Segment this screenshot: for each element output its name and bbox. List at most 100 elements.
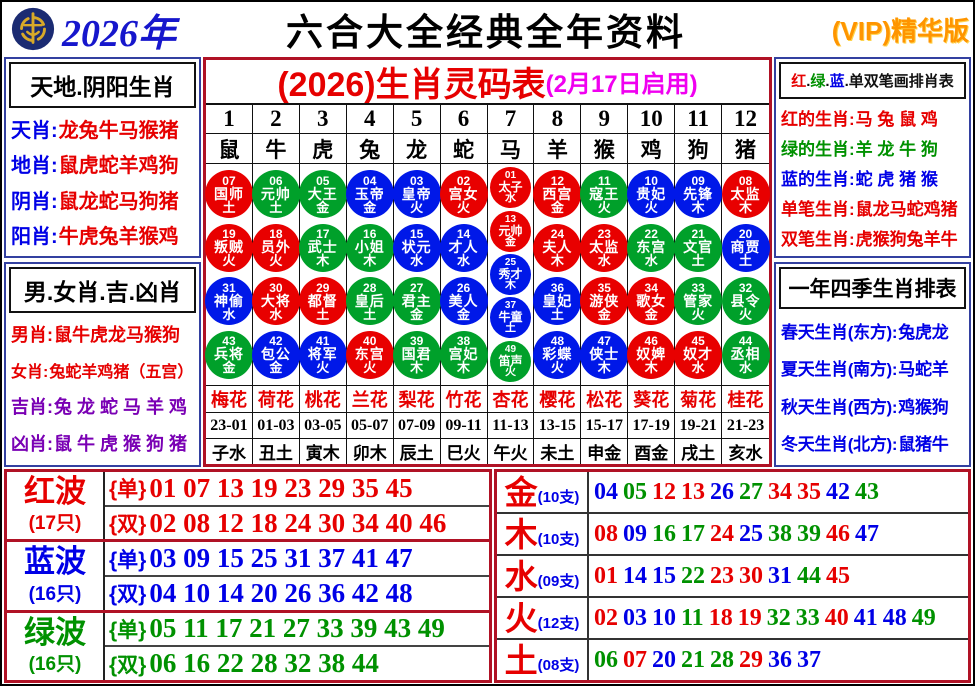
column-zodiac-cell: 猴 — [581, 134, 628, 164]
zodiac-number-ball: 38 宫妃木 — [439, 330, 488, 379]
element-label: 金 (10支) — [497, 472, 589, 512]
color-strokes-value: 蛇 虎 猪 猴 — [855, 169, 938, 189]
ball-element: 火 — [410, 199, 424, 215]
zodiac-number-ball: 12 西宫金 — [533, 170, 582, 219]
column-balls-cell: 11 寇王火 23 太监水 35 游侠金 47 侠士木 — [580, 164, 629, 386]
ball-number: 33 — [691, 280, 705, 295]
wave-row: {单} 01 07 13 19 23 29 35 45 — [105, 472, 489, 507]
title-segment: 绿 — [810, 73, 826, 90]
element-number: 22 — [681, 562, 705, 589]
element-name: 金 — [504, 473, 538, 511]
ball-element: 水 — [597, 253, 611, 269]
tiandi-label: 阴肖: — [11, 190, 58, 213]
column-number-cell: 2 — [252, 105, 299, 134]
four-seasons-row: 秋天生肖(西方):鸡猴狗 — [781, 393, 964, 418]
nannu-label: 男肖: — [11, 325, 53, 346]
ball-element: 土 — [363, 306, 377, 322]
wave-row: {单} 05 11 17 21 27 33 39 43 49 — [105, 613, 489, 648]
ball-title: 国师 — [213, 185, 244, 202]
column-flower-cell: 樱花 — [534, 386, 581, 413]
ball-element: 水 — [410, 253, 424, 269]
column-branch-cell: 巳火 — [446, 444, 481, 463]
ball-title: 将军 — [307, 346, 338, 363]
element-number: 32 — [766, 604, 791, 631]
element-number: 49 — [911, 604, 936, 631]
column-zodiac-cell: 羊 — [534, 134, 581, 164]
ball-title: 太监 — [730, 185, 761, 202]
nannu-row: 凶肖:鼠 牛 虎 猴 狗 猪 — [11, 430, 194, 456]
title-segment: . — [806, 73, 811, 90]
ball-title: 国君 — [401, 346, 432, 363]
brand: 2026年 — [2, 2, 207, 57]
element-name: 火 — [504, 599, 538, 637]
zodiac-number-ball: 23 太监水 — [580, 223, 629, 272]
wave-group: 绿波 (16只) {单} 05 11 17 21 27 33 39 43 49 {双} 0… — [7, 612, 489, 680]
column-balls-cell: 08 太监木 20 商贾土 32 县令火 44 丞相水 — [721, 164, 770, 386]
column-number-cell: 8 — [534, 105, 581, 134]
element-number: 29 — [739, 646, 763, 673]
zodiac-number-ball: 37 牛童土 — [489, 297, 531, 339]
element-row: 土 (08支) 06 07 20 21 28 29 36 37 — [497, 640, 968, 680]
zodiac-number-ball: 49 笛声火 — [489, 340, 531, 382]
element-number: 04 — [594, 478, 618, 505]
ball-title: 武士 — [307, 239, 338, 256]
element-row: 金 (10支) 04 05 12 13 26 27 34 35 42 43 — [497, 472, 968, 514]
tiandi-value: 鼠龙蛇马狗猪 — [58, 190, 179, 213]
zodiac-column: 7 马 01 太子水 13 元帅金 25 秀才木 37 牛童土 49 笛声火杏花 11-13 午火 — [487, 105, 535, 464]
four-seasons-value: 鼠猪牛 — [898, 434, 949, 454]
zodiac-code-table: (2026)生肖灵码表 (2月17日启用) 1 鼠 07 国师土 19 叛贼火 31 神偷水 4… — [203, 57, 772, 467]
zodiac-column: 1 鼠 07 国师土 19 叛贼火 31 神偷水 43 兵将金梅花 23-01 子水 — [204, 105, 253, 464]
ball-title: 神偷 — [213, 292, 244, 309]
ball-number: 10 — [644, 173, 658, 188]
ball-title: 员外 — [260, 239, 291, 256]
zodiac-number-ball: 40 东宫火 — [345, 330, 394, 379]
wave-count: (17只) — [28, 513, 82, 535]
header: 2026年 六合大全经典全年资料 (VIP)精华版 — [2, 2, 973, 56]
ball-element: 木 — [597, 360, 611, 376]
ball-number: 37 — [504, 300, 517, 312]
wave-name: 蓝波 — [24, 544, 86, 580]
element-number: 07 — [623, 646, 647, 673]
color-strokes-value: 虎猴狗兔羊牛 — [855, 229, 958, 249]
zodiac-number-ball: 17 武士木 — [298, 223, 347, 272]
title-segment: 蓝 — [829, 73, 845, 90]
zodiac-number-ball: 39 国君木 — [392, 330, 441, 379]
panel-color-strokes: 红.绿.蓝.单双笔画排肖表 红的生肖:马 兔 鼠 鸡绿的生肖:羊 龙 牛 狗蓝的… — [774, 57, 971, 258]
wave-label: 绿波 (16只) — [7, 612, 105, 680]
zodiac-column: 12 猪 08 太监木 20 商贾土 32 县令火 44 丞相水桂花 21-23 亥水 — [721, 105, 770, 464]
ball-number: 04 — [363, 173, 377, 188]
ball-element: 木 — [316, 253, 330, 269]
element-number: 47 — [855, 520, 879, 547]
zodiac-number-ball: 13 元帅金 — [489, 210, 531, 252]
ball-title: 叛贼 — [213, 239, 244, 256]
ball-title: 商贾 — [730, 239, 761, 256]
zodiac-number-ball: 06 元帅土 — [251, 170, 300, 219]
ball-number: 20 — [738, 227, 753, 242]
ball-number: 49 — [504, 343, 517, 355]
ball-title: 元帅 — [260, 185, 291, 202]
zodiac-column: 4 兔 04 玉帝金 16 小姐木 28 皇后土 40 东宫火兰花 05-07 卯木 — [345, 105, 394, 464]
column-zodiac-cell: 马 — [487, 134, 534, 164]
ball-title: 玉帝 — [354, 185, 385, 202]
ball-number: 46 — [644, 334, 658, 349]
column-time-cell: 09-11 — [440, 413, 487, 439]
ball-element: 金 — [597, 306, 611, 322]
element-number: 42 — [826, 478, 850, 505]
element-number: 13 — [681, 478, 705, 505]
four-seasons-label: 夏天生肖(南方): — [781, 360, 898, 380]
element-number: 33 — [795, 604, 820, 631]
ball-number: 12 — [550, 173, 565, 188]
ball-title: 才人 — [448, 239, 479, 256]
element-number: 25 — [739, 520, 763, 547]
ball-element: 木 — [363, 253, 377, 269]
color-strokes-rows: 红的生肖:马 兔 鼠 鸡绿的生肖:羊 龙 牛 狗蓝的生肖:蛇 虎 猪 猴单笔生肖… — [776, 102, 969, 256]
wave-row: {单} 03 09 15 25 31 37 41 47 — [105, 542, 489, 577]
ball-element: 火 — [739, 306, 753, 322]
color-strokes-value: 鼠龙马蛇鸡猪 — [855, 199, 958, 219]
element-label: 木 (10支) — [497, 514, 589, 554]
element-number: 08 — [594, 520, 618, 547]
element-number: 14 — [623, 562, 647, 589]
tiandi-label: 地肖: — [11, 155, 58, 178]
ball-title: 牛童 — [498, 310, 523, 325]
ball-number: 31 — [222, 280, 236, 295]
